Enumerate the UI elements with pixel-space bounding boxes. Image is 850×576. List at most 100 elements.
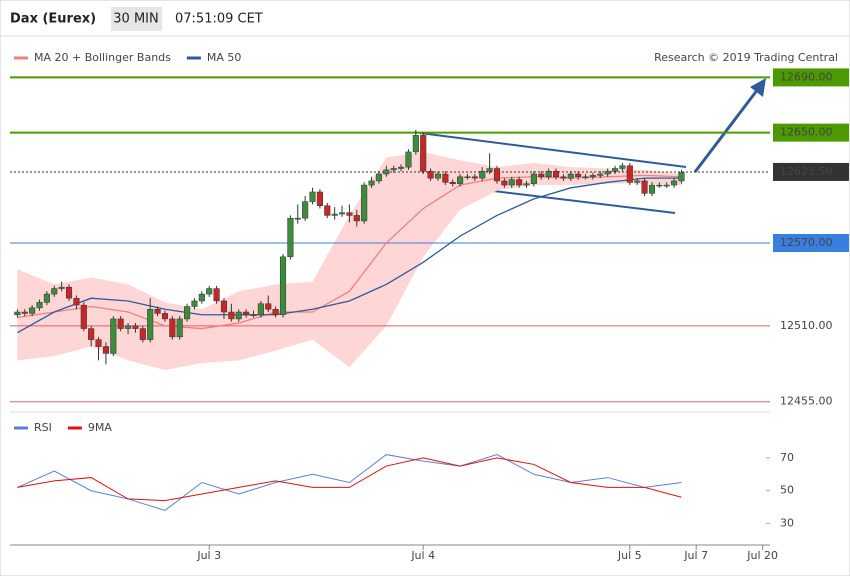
- x-tick-label: Jul 20: [746, 549, 778, 562]
- candle-body: [228, 311, 235, 320]
- candle-body: [147, 309, 154, 340]
- candle-body: [449, 182, 456, 184]
- candle-body: [538, 173, 545, 178]
- candle-body: [626, 165, 633, 183]
- arrow-head: [750, 78, 766, 97]
- candle-body: [589, 175, 596, 178]
- level-label: 12510.00: [780, 319, 833, 332]
- level-label: 12570.00: [780, 236, 833, 249]
- candle-body: [331, 213, 338, 216]
- level-label-box: [773, 123, 849, 142]
- legend-label: MA 20 + Bollinger Bands: [34, 51, 171, 64]
- candle-body: [486, 168, 493, 172]
- y-tick-label: 50: [780, 484, 794, 497]
- candle-body: [191, 300, 198, 307]
- candle-body: [43, 293, 50, 303]
- candle-body: [508, 179, 515, 186]
- candle-body: [95, 339, 102, 347]
- candle-body: [530, 173, 537, 184]
- candle-body: [597, 173, 604, 176]
- candle-body: [493, 168, 501, 182]
- level-label-box: [773, 68, 849, 87]
- level-label: 12690.00: [780, 70, 833, 83]
- candle-body: [427, 171, 434, 179]
- candle-body: [21, 311, 28, 314]
- candle-body: [294, 217, 301, 220]
- candle-body: [420, 135, 427, 172]
- candle-body: [287, 217, 294, 258]
- candle-body: [516, 179, 523, 186]
- candle-body: [302, 201, 309, 219]
- candle-body: [405, 151, 412, 168]
- time: 07:51:09 CET: [175, 12, 263, 27]
- candle-body: [479, 171, 486, 179]
- y-tick-label: 30: [780, 517, 794, 530]
- candle-body: [545, 171, 552, 178]
- candle-body: [272, 309, 279, 316]
- candle-body: [139, 328, 146, 340]
- x-tick-label: Jul 4: [410, 549, 435, 562]
- candle-body: [338, 212, 346, 215]
- candle-body: [29, 307, 36, 314]
- candle-body: [80, 304, 87, 329]
- x-tick-label: Jul 3: [196, 549, 221, 562]
- candle-body: [73, 297, 80, 306]
- candle-body: [390, 168, 397, 171]
- candle-body: [161, 313, 169, 320]
- candle-body: [213, 288, 220, 302]
- candle-body: [398, 166, 405, 169]
- candle-body: [36, 302, 43, 309]
- candle-body: [206, 288, 213, 295]
- candle-body: [442, 173, 449, 183]
- candle-body: [184, 306, 191, 320]
- candle-body: [346, 212, 353, 216]
- candle-body: [51, 288, 58, 295]
- candle-body: [235, 311, 242, 320]
- candle-body: [375, 173, 382, 182]
- candle-body: [619, 165, 626, 169]
- candle-body: [501, 180, 508, 186]
- candle-body: [567, 173, 574, 179]
- candle-body: [176, 318, 183, 338]
- candle-body: [634, 180, 641, 183]
- channel-upper: [419, 132, 687, 168]
- candle-body: [102, 346, 109, 354]
- bollinger-band: [17, 151, 682, 370]
- candle-body: [560, 176, 567, 179]
- instrument-title: Dax (Eurex): [10, 12, 96, 27]
- candle-body: [220, 300, 228, 313]
- candle-body: [611, 168, 619, 172]
- candle-body: [132, 325, 139, 329]
- candle-body: [368, 180, 375, 186]
- candle-body: [671, 180, 678, 186]
- candle-body: [523, 183, 530, 186]
- candle-body: [265, 303, 272, 310]
- candle-body: [257, 303, 264, 316]
- legend-label: 9MA: [88, 421, 112, 434]
- level-label: 12650.00: [780, 126, 833, 139]
- level-label-box: [773, 162, 849, 181]
- candle-body: [412, 135, 419, 153]
- candle-body: [88, 328, 95, 340]
- interval-box: [111, 7, 162, 31]
- level-label: 12621.50: [780, 165, 833, 178]
- candle-body: [198, 293, 205, 302]
- candle-body: [154, 309, 161, 314]
- candle-body: [65, 286, 73, 299]
- series-line: [17, 457, 682, 502]
- candle-body: [58, 286, 65, 289]
- candle-body: [169, 318, 176, 338]
- candle-body: [663, 184, 670, 187]
- candle-body: [279, 256, 287, 316]
- candle-body: [243, 311, 250, 316]
- candle-body: [309, 191, 316, 202]
- candle-body: [117, 318, 124, 329]
- candle-body: [434, 173, 442, 179]
- legend-label: RSI: [34, 421, 52, 434]
- level-label: 12455.00: [780, 395, 833, 408]
- candle-body: [250, 314, 257, 317]
- candle-body: [361, 184, 368, 222]
- candle-body: [316, 191, 323, 207]
- candle-body: [324, 205, 331, 216]
